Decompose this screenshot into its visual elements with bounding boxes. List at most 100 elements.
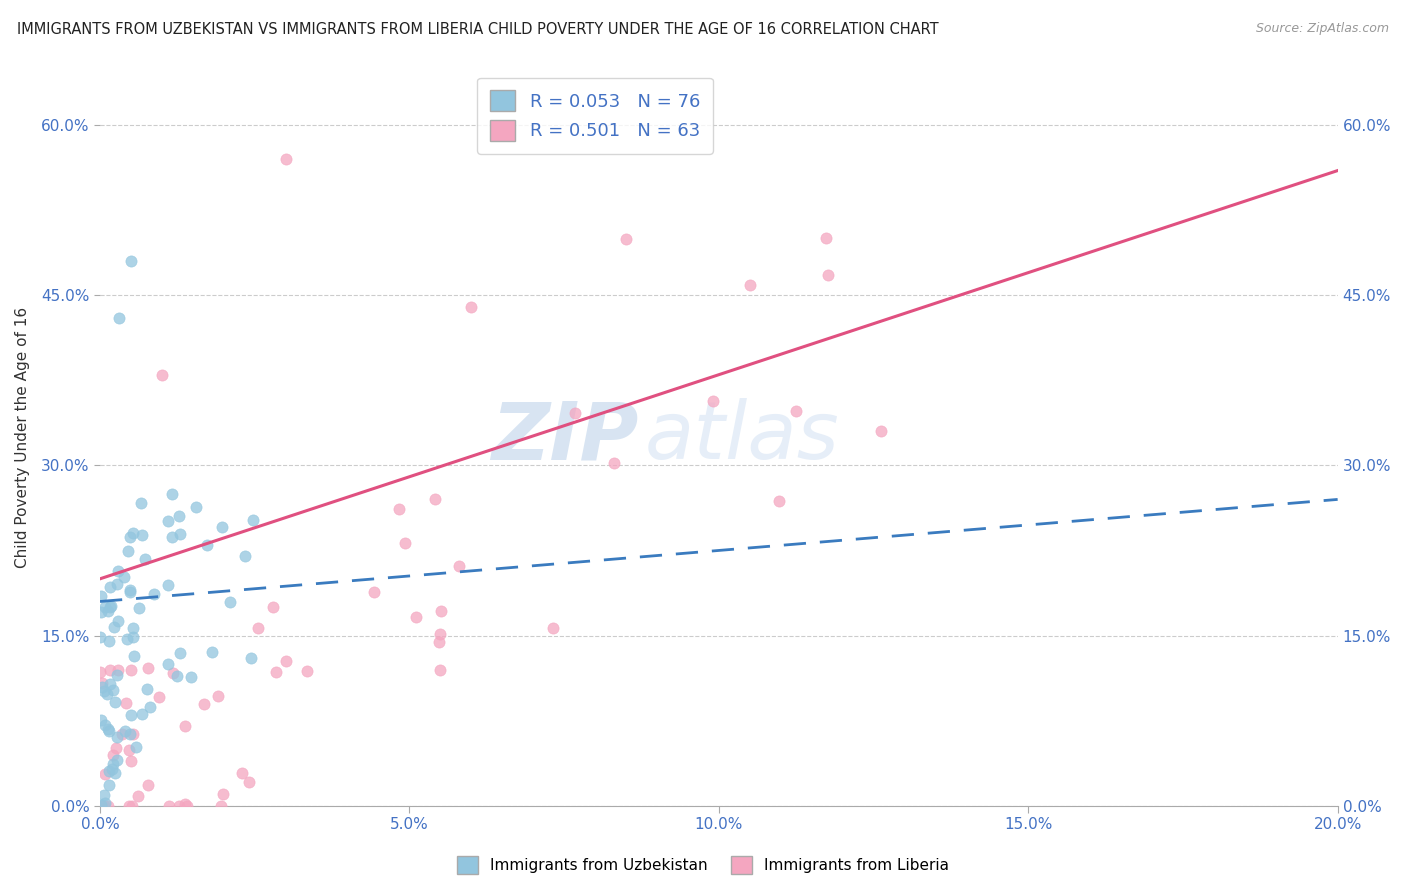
- Point: [103, 765, 125, 780]
- Point: [388, 502, 411, 516]
- Point: [740, 278, 762, 293]
- Point: [193, 698, 215, 712]
- Point: [274, 654, 297, 668]
- Point: [156, 657, 179, 671]
- Text: IMMIGRANTS FROM UZBEKISTAN VS IMMIGRANTS FROM LIBERIA CHILD POVERTY UNDER THE AG: IMMIGRANTS FROM UZBEKISTAN VS IMMIGRANTS…: [17, 22, 938, 37]
- Point: [122, 631, 145, 645]
- Point: [614, 232, 637, 246]
- Y-axis label: Child Poverty Under the Age of 16: Child Poverty Under the Age of 16: [15, 307, 30, 567]
- Point: [541, 621, 564, 635]
- Point: [211, 520, 233, 534]
- Point: [110, 727, 132, 741]
- Point: [449, 559, 471, 574]
- Point: [98, 580, 121, 594]
- Point: [218, 595, 240, 609]
- Point: [89, 665, 111, 680]
- Point: [405, 609, 427, 624]
- Text: Source: ZipAtlas.com: Source: ZipAtlas.com: [1256, 22, 1389, 36]
- Point: [240, 651, 263, 665]
- Point: [97, 634, 120, 648]
- Point: [242, 513, 264, 527]
- Point: [262, 599, 284, 614]
- Point: [97, 778, 120, 792]
- Point: [209, 798, 232, 813]
- Legend: R = 0.053   N = 76, R = 0.501   N = 63: R = 0.053 N = 76, R = 0.501 N = 63: [478, 78, 713, 153]
- Point: [125, 739, 148, 754]
- Point: [120, 663, 142, 677]
- Point: [93, 789, 115, 803]
- Point: [101, 762, 124, 776]
- Point: [167, 509, 190, 524]
- Point: [120, 530, 142, 544]
- Legend: Immigrants from Uzbekistan, Immigrants from Liberia: Immigrants from Uzbekistan, Immigrants f…: [450, 850, 956, 880]
- Point: [114, 696, 136, 710]
- Point: [103, 683, 125, 698]
- Point: [93, 798, 115, 813]
- Point: [768, 494, 790, 508]
- Point: [295, 664, 318, 678]
- Point: [98, 677, 121, 691]
- Point: [105, 741, 128, 756]
- Point: [394, 536, 416, 550]
- Point: [814, 231, 837, 245]
- Point: [94, 599, 117, 614]
- Point: [107, 663, 129, 677]
- Point: [430, 604, 453, 618]
- Point: [97, 722, 120, 736]
- Point: [235, 549, 257, 564]
- Point: [105, 730, 128, 744]
- Point: [136, 660, 159, 674]
- Point: [169, 527, 191, 541]
- Point: [94, 796, 117, 810]
- Point: [138, 700, 160, 714]
- Point: [101, 757, 124, 772]
- Point: [96, 687, 118, 701]
- Point: [104, 695, 127, 709]
- Point: [105, 753, 128, 767]
- Point: [112, 570, 135, 584]
- Point: [869, 424, 891, 438]
- Point: [90, 605, 112, 619]
- Point: [105, 577, 128, 591]
- Point: [142, 587, 165, 601]
- Point: [103, 620, 125, 634]
- Point: [118, 583, 141, 598]
- Point: [129, 496, 152, 510]
- Point: [785, 404, 807, 418]
- Point: [148, 690, 170, 704]
- Point: [120, 254, 142, 268]
- Point: [120, 754, 142, 768]
- Point: [274, 153, 297, 167]
- Point: [118, 585, 141, 599]
- Point: [180, 669, 202, 683]
- Point: [156, 577, 179, 591]
- Point: [174, 718, 197, 732]
- Point: [425, 491, 447, 506]
- Point: [91, 680, 114, 694]
- Text: ZIP: ZIP: [491, 398, 638, 476]
- Point: [162, 487, 184, 501]
- Point: [127, 789, 149, 804]
- Point: [94, 717, 117, 731]
- Point: [93, 683, 115, 698]
- Point: [117, 543, 139, 558]
- Point: [97, 604, 120, 618]
- Point: [89, 630, 111, 644]
- Point: [98, 764, 121, 779]
- Point: [121, 727, 143, 741]
- Point: [118, 798, 141, 813]
- Point: [169, 646, 191, 660]
- Point: [90, 589, 112, 603]
- Point: [114, 723, 136, 738]
- Point: [98, 599, 121, 614]
- Point: [264, 665, 287, 680]
- Point: [98, 663, 121, 677]
- Point: [564, 406, 586, 420]
- Point: [363, 585, 385, 599]
- Point: [90, 713, 112, 727]
- Point: [176, 798, 198, 813]
- Point: [156, 514, 179, 528]
- Point: [131, 527, 153, 541]
- Point: [460, 300, 482, 314]
- Point: [427, 635, 450, 649]
